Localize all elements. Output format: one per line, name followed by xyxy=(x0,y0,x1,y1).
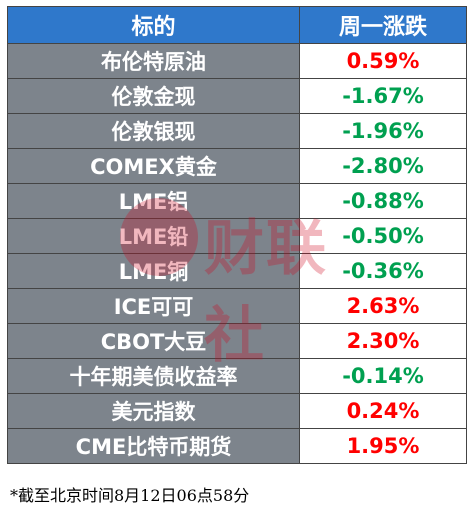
change-value: -2.80% xyxy=(299,148,467,184)
asset-name: 布伦特原油 xyxy=(7,43,300,79)
asset-name: 美元指数 xyxy=(7,393,300,429)
change-value: -0.88% xyxy=(299,183,467,219)
table-row: LME铜 -0.36% xyxy=(7,253,467,289)
table-row: LME铅 -0.50% xyxy=(7,218,467,254)
table-row: 十年期美债收益率 -0.14% xyxy=(7,358,467,394)
change-value: 0.59% xyxy=(299,43,467,79)
asset-name: 十年期美债收益率 xyxy=(7,358,300,394)
change-value: 1.95% xyxy=(299,428,467,464)
change-value: 0.24% xyxy=(299,393,467,429)
table-row: 伦敦金现 -1.67% xyxy=(7,78,467,114)
change-value: -0.36% xyxy=(299,253,467,289)
asset-name: CBOT大豆 xyxy=(7,323,300,359)
table-row: 伦敦银现 -1.96% xyxy=(7,113,467,149)
table-header-row: 标的 周一涨跌 xyxy=(7,6,467,44)
header-monday-change: 周一涨跌 xyxy=(299,6,467,44)
table-row: 美元指数 0.24% xyxy=(7,393,467,429)
change-value: 2.63% xyxy=(299,288,467,324)
market-change-table: 标的 周一涨跌 布伦特原油 0.59% 伦敦金现 -1.67% 伦敦银现 -1.96% CO… xyxy=(7,6,467,464)
footnote: *截至北京时间8月12日06点58分 xyxy=(10,486,250,505)
change-value: 2.30% xyxy=(299,323,467,359)
change-value: -0.14% xyxy=(299,358,467,394)
asset-name: COMEX黄金 xyxy=(7,148,300,184)
table-row: CBOT大豆 2.30% xyxy=(7,323,467,359)
asset-name: 伦敦金现 xyxy=(7,78,300,114)
change-value: -1.96% xyxy=(299,113,467,149)
table-row: 布伦特原油 0.59% xyxy=(7,43,467,79)
table-row: COMEX黄金 -2.80% xyxy=(7,148,467,184)
asset-name: LME铜 xyxy=(7,253,300,289)
table-row: ICE可可 2.63% xyxy=(7,288,467,324)
asset-name: 伦敦银现 xyxy=(7,113,300,149)
change-value: -1.67% xyxy=(299,78,467,114)
asset-name: LME铅 xyxy=(7,218,300,254)
asset-name: CME比特币期货 xyxy=(7,428,300,464)
asset-name: LME铝 xyxy=(7,183,300,219)
header-asset: 标的 xyxy=(7,6,300,44)
table-row: CME比特币期货 1.95% xyxy=(7,428,467,464)
change-value: -0.50% xyxy=(299,218,467,254)
table-row: LME铝 -0.88% xyxy=(7,183,467,219)
asset-name: ICE可可 xyxy=(7,288,300,324)
